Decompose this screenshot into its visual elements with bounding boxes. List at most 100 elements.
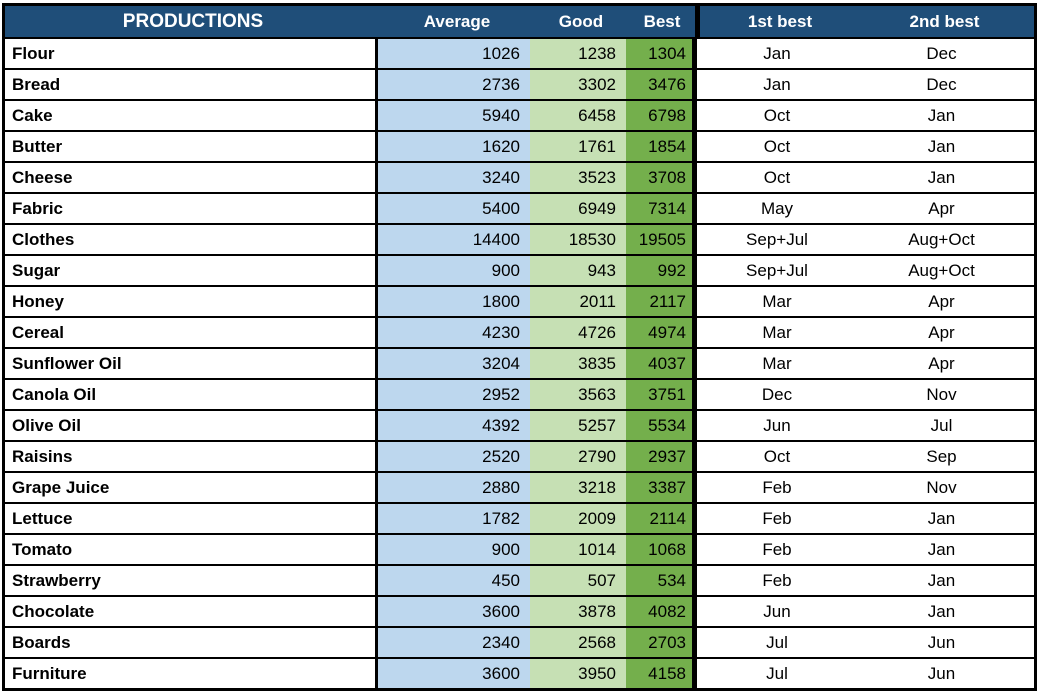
average-value-cell: 2952 bbox=[378, 380, 530, 409]
average-value-cell: 3600 bbox=[378, 659, 530, 688]
first-best-month-cell: Feb bbox=[762, 571, 792, 590]
first-best-month-cell: Jan bbox=[763, 75, 791, 94]
second-best-month-cell: Jan bbox=[927, 168, 956, 187]
first-best-month-cell: Sep+Jul bbox=[746, 230, 808, 249]
good-value-cell: 1761 bbox=[530, 132, 626, 161]
average-value-cell: 1800 bbox=[378, 287, 530, 316]
table-row: Chocolate 3600 3878 4082 Jun Jan bbox=[5, 597, 1034, 628]
good-value-cell: 2011 bbox=[530, 287, 626, 316]
column-header-best: Best bbox=[629, 6, 700, 37]
column-header-average: Average bbox=[381, 6, 533, 37]
second-best-month-cell: Jan bbox=[927, 137, 956, 156]
second-best-month-cell: Jan bbox=[927, 509, 956, 528]
average-value-cell: 4230 bbox=[378, 318, 530, 347]
average-value-cell: 1620 bbox=[378, 132, 530, 161]
first-best-month-cell: Feb bbox=[762, 540, 792, 559]
table-row: Raisins 2520 2790 2937 Oct Sep bbox=[5, 442, 1034, 473]
first-best-month-cell: Jun bbox=[763, 602, 791, 621]
table-row: Canola Oil 2952 3563 3751 Dec Nov bbox=[5, 380, 1034, 411]
product-name-cell: Olive Oil bbox=[5, 411, 378, 440]
second-best-month-cell: Aug+Oct bbox=[908, 261, 975, 280]
average-value-cell: 1782 bbox=[378, 504, 530, 533]
second-best-month-cell: Jun bbox=[927, 664, 956, 683]
good-value-cell: 2009 bbox=[530, 504, 626, 533]
product-name-cell: Grape Juice bbox=[5, 473, 378, 502]
table-row: Butter 1620 1761 1854 Oct Jan bbox=[5, 132, 1034, 163]
good-value-cell: 1014 bbox=[530, 535, 626, 564]
column-header-productions: PRODUCTIONS bbox=[5, 6, 381, 37]
best-value-cell: 7314 bbox=[626, 194, 697, 223]
second-best-month-cell: Dec bbox=[926, 75, 957, 94]
table-row: Cake 5940 6458 6798 Oct Jan bbox=[5, 101, 1034, 132]
good-value-cell: 3950 bbox=[530, 659, 626, 688]
average-value-cell: 4392 bbox=[378, 411, 530, 440]
table-body: Flour 1026 1238 1304 Jan Dec Bread 2736 … bbox=[5, 39, 1034, 688]
good-value-cell: 18530 bbox=[530, 225, 626, 254]
good-value-cell: 3523 bbox=[530, 163, 626, 192]
second-best-month-cell: Jun bbox=[927, 633, 956, 652]
table-row: Strawberry 450 507 534 Feb Jan bbox=[5, 566, 1034, 597]
second-best-month-cell: Nov bbox=[926, 385, 957, 404]
best-value-cell: 3476 bbox=[626, 70, 697, 99]
product-name-cell: Sugar bbox=[5, 256, 378, 285]
best-value-cell: 6798 bbox=[626, 101, 697, 130]
product-name-cell: Fabric bbox=[5, 194, 378, 223]
best-value-cell: 992 bbox=[626, 256, 697, 285]
average-value-cell: 2880 bbox=[378, 473, 530, 502]
good-value-cell: 3302 bbox=[530, 70, 626, 99]
good-value-cell: 3835 bbox=[530, 349, 626, 378]
best-value-cell: 2114 bbox=[626, 504, 697, 533]
product-name-cell: Flour bbox=[5, 39, 378, 68]
second-best-month-cell: Nov bbox=[926, 478, 957, 497]
second-best-month-cell: Apr bbox=[928, 199, 955, 218]
table-row: Sunflower Oil 3204 3835 4037 Mar Apr bbox=[5, 349, 1034, 380]
product-name-cell: Chocolate bbox=[5, 597, 378, 626]
first-best-month-cell: Feb bbox=[762, 509, 792, 528]
good-value-cell: 3563 bbox=[530, 380, 626, 409]
product-name-cell: Raisins bbox=[5, 442, 378, 471]
average-value-cell: 1026 bbox=[378, 39, 530, 68]
product-name-cell: Lettuce bbox=[5, 504, 378, 533]
productions-table: PRODUCTIONS Average Good Best 1st best 2… bbox=[2, 3, 1037, 691]
good-value-cell: 2568 bbox=[530, 628, 626, 657]
second-best-month-cell: Apr bbox=[928, 323, 955, 342]
best-value-cell: 3751 bbox=[626, 380, 697, 409]
table-row: Tomato 900 1014 1068 Feb Jan bbox=[5, 535, 1034, 566]
first-best-month-cell: Feb bbox=[762, 478, 792, 497]
column-header-2nd-best: 2nd best bbox=[860, 6, 1029, 37]
product-name-cell: Canola Oil bbox=[5, 380, 378, 409]
average-value-cell: 3600 bbox=[378, 597, 530, 626]
first-best-month-cell: Jun bbox=[763, 416, 791, 435]
product-name-cell: Strawberry bbox=[5, 566, 378, 595]
first-best-month-cell: Sep+Jul bbox=[746, 261, 808, 280]
second-best-month-cell: Aug+Oct bbox=[908, 230, 975, 249]
product-name-cell: Furniture bbox=[5, 659, 378, 688]
first-best-month-cell: Mar bbox=[762, 323, 792, 342]
second-best-month-cell: Apr bbox=[928, 292, 955, 311]
good-value-cell: 3218 bbox=[530, 473, 626, 502]
table-row: Sugar 900 943 992 Sep+Jul Aug+Oct bbox=[5, 256, 1034, 287]
second-best-month-cell: Jan bbox=[927, 540, 956, 559]
table-row: Clothes 14400 18530 19505 Sep+Jul Aug+Oc… bbox=[5, 225, 1034, 256]
first-best-month-cell: Mar bbox=[762, 292, 792, 311]
table-row: Lettuce 1782 2009 2114 Feb Jan bbox=[5, 504, 1034, 535]
best-value-cell: 1854 bbox=[626, 132, 697, 161]
best-value-cell: 5534 bbox=[626, 411, 697, 440]
second-best-month-cell: Apr bbox=[928, 354, 955, 373]
table-row: Cereal 4230 4726 4974 Mar Apr bbox=[5, 318, 1034, 349]
table-row: Bread 2736 3302 3476 Jan Dec bbox=[5, 70, 1034, 101]
average-value-cell: 2340 bbox=[378, 628, 530, 657]
best-value-cell: 4974 bbox=[626, 318, 697, 347]
first-best-month-cell: Dec bbox=[761, 385, 793, 404]
first-best-month-cell: Oct bbox=[763, 137, 791, 156]
product-name-cell: Honey bbox=[5, 287, 378, 316]
product-name-cell: Bread bbox=[5, 70, 378, 99]
good-value-cell: 3878 bbox=[530, 597, 626, 626]
good-value-cell: 1238 bbox=[530, 39, 626, 68]
best-value-cell: 4037 bbox=[626, 349, 697, 378]
second-best-month-cell: Jul bbox=[930, 416, 953, 435]
good-value-cell: 943 bbox=[530, 256, 626, 285]
table-row: Boards 2340 2568 2703 Jul Jun bbox=[5, 628, 1034, 659]
best-value-cell: 3708 bbox=[626, 163, 697, 192]
average-value-cell: 900 bbox=[378, 256, 530, 285]
